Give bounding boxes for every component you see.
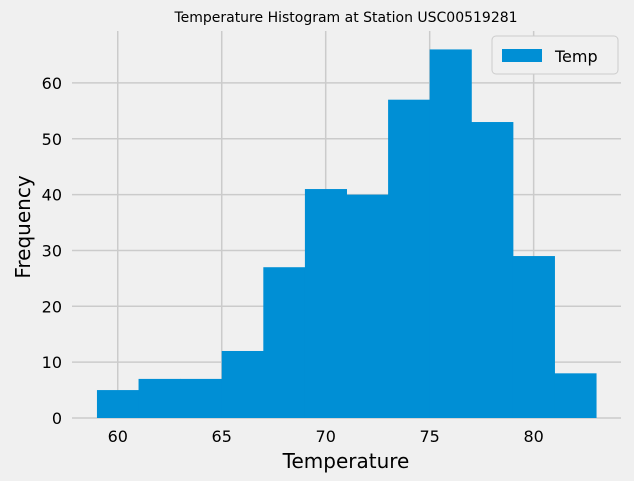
- histogram-bar: [304, 189, 347, 418]
- x-tick-label: 80: [523, 427, 543, 446]
- y-tick-label: 10: [42, 353, 62, 372]
- y-tick-label: 20: [42, 297, 62, 316]
- histogram-bars: [96, 49, 597, 419]
- histogram-bar: [346, 194, 389, 418]
- histogram-bar: [96, 390, 140, 418]
- y-axis-label: Frequency: [11, 175, 35, 278]
- histogram-bar: [429, 49, 472, 419]
- legend: Temp: [491, 35, 619, 75]
- legend-swatch: [502, 49, 542, 62]
- histogram-bar: [554, 373, 597, 418]
- x-tick-label: 60: [108, 427, 128, 446]
- chart-title: Temperature Histogram at Station USC0051…: [173, 10, 517, 26]
- histogram-bar: [138, 378, 181, 418]
- histogram-bar: [221, 350, 264, 418]
- histogram-bar: [180, 378, 223, 418]
- tick-labels: 60 65 70 75 80 0 10 20 30 40 50 60: [42, 74, 544, 446]
- y-tick-label: 40: [42, 186, 62, 205]
- legend-label: Temp: [554, 47, 598, 66]
- x-axis-label: Temperature: [282, 449, 410, 473]
- legend-box: [491, 35, 619, 75]
- histogram-bar: [512, 256, 555, 418]
- histogram-bar: [388, 99, 431, 419]
- x-tick-label: 75: [420, 427, 440, 446]
- x-tick-label: 70: [316, 427, 336, 446]
- y-tick-label: 0: [52, 409, 62, 428]
- y-tick-label: 50: [42, 130, 62, 149]
- histogram-bar: [263, 267, 306, 418]
- x-tick-label: 65: [212, 427, 232, 446]
- y-tick-label: 30: [42, 241, 62, 260]
- histogram-bar: [471, 122, 514, 418]
- y-tick-label: 60: [42, 74, 62, 93]
